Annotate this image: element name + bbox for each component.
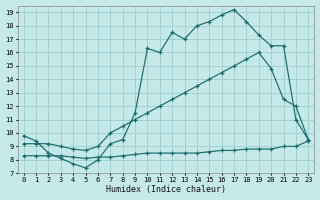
X-axis label: Humidex (Indice chaleur): Humidex (Indice chaleur)	[106, 185, 226, 194]
